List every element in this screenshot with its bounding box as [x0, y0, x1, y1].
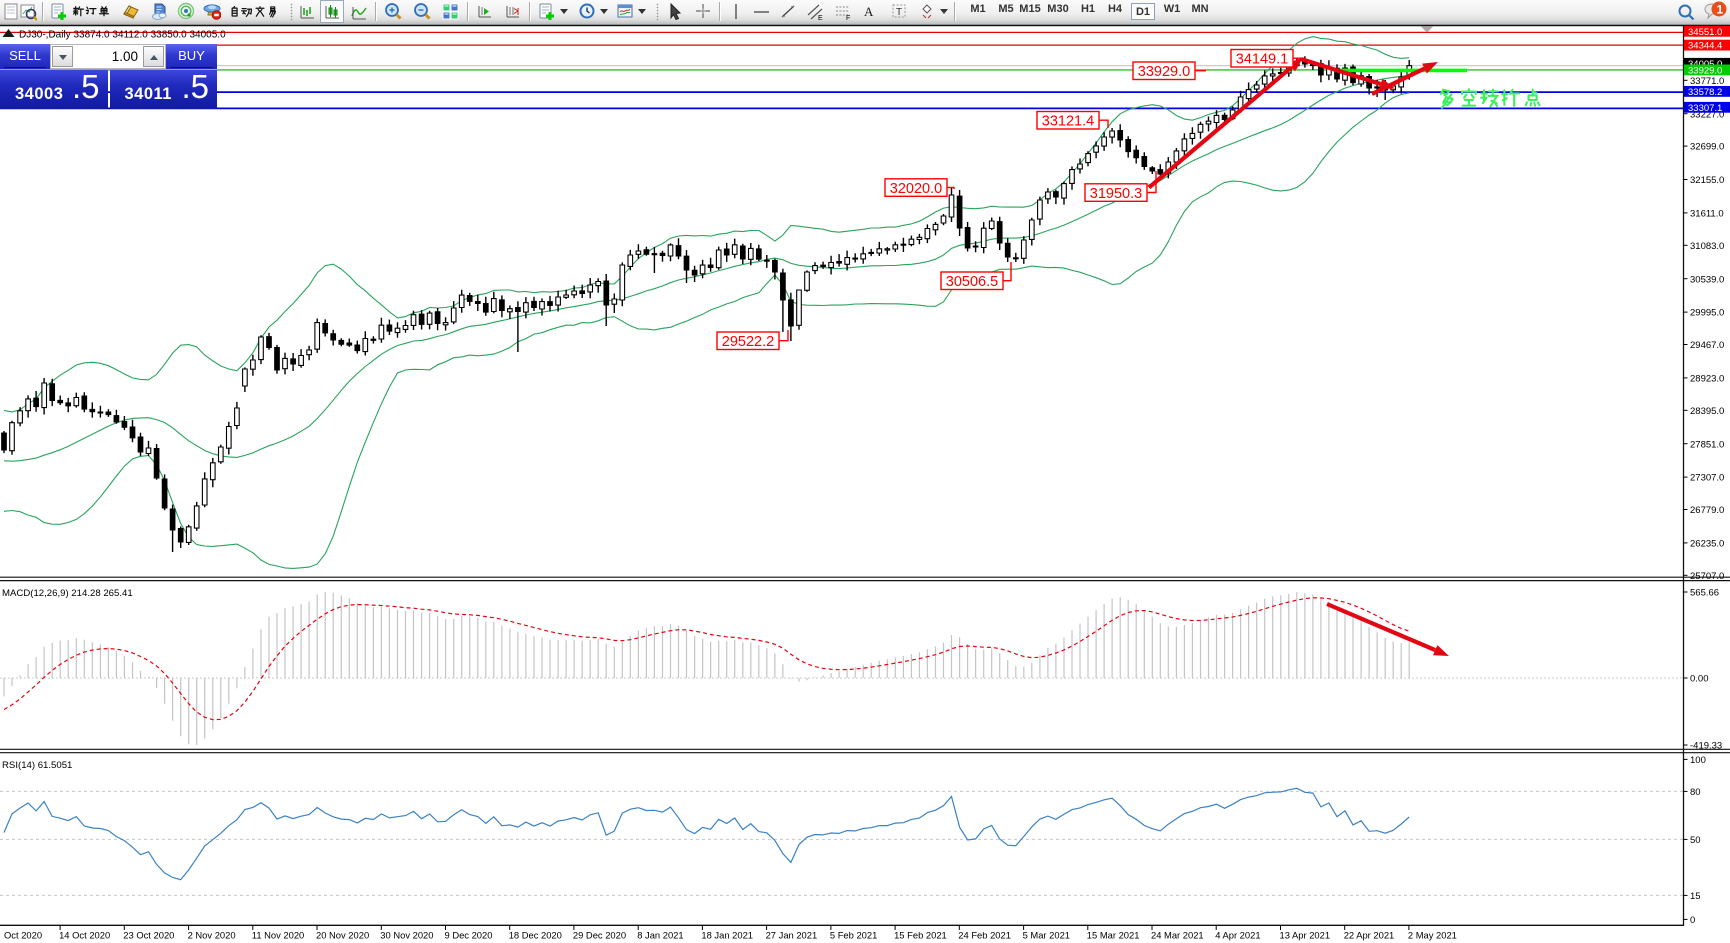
svg-text:26235.0: 26235.0: [1690, 539, 1724, 550]
svg-text:565.66: 565.66: [1690, 588, 1719, 599]
svg-text:34344.4: 34344.4: [1688, 41, 1722, 52]
svg-text:F: F: [846, 15, 850, 22]
svg-text:2 May 2021: 2 May 2021: [1408, 930, 1457, 941]
svg-text:32020.0: 32020.0: [890, 181, 942, 197]
svg-text:1: 1: [1717, 3, 1724, 17]
svg-text:0: 0: [1690, 915, 1695, 926]
svg-text:30506.5: 30506.5: [946, 274, 998, 290]
svg-text:33578.2: 33578.2: [1688, 87, 1722, 98]
svg-text:32155.0: 32155.0: [1690, 175, 1724, 186]
svg-text:24 Mar 2021: 24 Mar 2021: [1151, 930, 1204, 941]
svg-text:34149.1: 34149.1: [1236, 52, 1288, 68]
svg-text:Oct 2020: Oct 2020: [4, 930, 42, 941]
svg-text:33121.4: 33121.4: [1042, 114, 1094, 130]
svg-text:15 Mar 2021: 15 Mar 2021: [1087, 930, 1140, 941]
svg-text:15 Feb 2021: 15 Feb 2021: [894, 930, 947, 941]
svg-text:9 Dec 2020: 9 Dec 2020: [445, 930, 493, 941]
svg-text:20 Nov 2020: 20 Nov 2020: [316, 930, 369, 941]
svg-text:31950.3: 31950.3: [1090, 186, 1142, 202]
svg-text:18 Dec 2020: 18 Dec 2020: [509, 930, 562, 941]
svg-text:30539.0: 30539.0: [1690, 274, 1724, 285]
svg-text:34005.0: 34005.0: [1688, 59, 1722, 70]
svg-text:34551.0: 34551.0: [1688, 27, 1722, 38]
svg-text:33929.0: 33929.0: [1138, 64, 1190, 80]
svg-text:5 Mar 2021: 5 Mar 2021: [1023, 930, 1070, 941]
svg-text:30 Nov 2020: 30 Nov 2020: [380, 930, 433, 941]
svg-text:80: 80: [1690, 787, 1701, 798]
svg-text:0.00: 0.00: [1690, 674, 1709, 685]
svg-text:18 Jan 2021: 18 Jan 2021: [701, 930, 753, 941]
svg-text:33771.0: 33771.0: [1690, 76, 1724, 87]
svg-text:13 Apr 2021: 13 Apr 2021: [1280, 930, 1331, 941]
svg-text:22 Apr 2021: 22 Apr 2021: [1344, 930, 1395, 941]
svg-text:33929.0: 33929.0: [1688, 66, 1722, 77]
svg-text:24 Feb 2021: 24 Feb 2021: [958, 930, 1011, 941]
svg-text:27 Jan 2021: 27 Jan 2021: [766, 930, 818, 941]
svg-text:-419.33: -419.33: [1690, 741, 1722, 752]
svg-text:100: 100: [1690, 755, 1706, 766]
svg-text:33227.0: 33227.0: [1690, 109, 1724, 120]
svg-text:29522.2: 29522.2: [722, 334, 774, 350]
svg-text:15: 15: [1690, 891, 1701, 902]
svg-text:31083.0: 31083.0: [1690, 241, 1724, 252]
svg-text:33307.1: 33307.1: [1688, 103, 1722, 114]
svg-text:29467.0: 29467.0: [1690, 340, 1724, 351]
svg-text:DJ30-,Daily 33874.0 34112.0 3: DJ30-,Daily 33874.0 34112.0 33850.0 3400…: [19, 30, 226, 41]
svg-text:T: T: [896, 7, 902, 18]
svg-text:8 Jan 2021: 8 Jan 2021: [637, 930, 683, 941]
svg-text:4 Apr 2021: 4 Apr 2021: [1215, 930, 1260, 941]
svg-text:50: 50: [1690, 835, 1701, 846]
svg-text:2 Nov 2020: 2 Nov 2020: [188, 930, 236, 941]
svg-text:RSI(14) 61.5051: RSI(14) 61.5051: [2, 760, 72, 771]
svg-text:28923.0: 28923.0: [1690, 374, 1724, 385]
svg-text:26779.0: 26779.0: [1690, 505, 1724, 516]
svg-text:32699.0: 32699.0: [1690, 142, 1724, 153]
svg-text:27851.0: 27851.0: [1690, 439, 1724, 450]
svg-text:MACD(12,26,9) 214.28 265.41: MACD(12,26,9) 214.28 265.41: [2, 588, 133, 599]
svg-text:31611.0: 31611.0: [1690, 209, 1724, 220]
svg-text:11 Nov 2020: 11 Nov 2020: [252, 930, 304, 941]
svg-text:E: E: [818, 15, 823, 22]
svg-text:23 Oct 2020: 23 Oct 2020: [123, 930, 174, 941]
svg-text:29995.0: 29995.0: [1690, 308, 1724, 319]
svg-text:28395.0: 28395.0: [1690, 406, 1724, 417]
svg-text:29 Dec 2020: 29 Dec 2020: [573, 930, 626, 941]
svg-text:5 Feb 2021: 5 Feb 2021: [830, 930, 877, 941]
svg-text:27307.0: 27307.0: [1690, 473, 1724, 484]
svg-text:25707.0: 25707.0: [1690, 571, 1724, 582]
svg-text:14 Oct 2020: 14 Oct 2020: [59, 930, 110, 941]
